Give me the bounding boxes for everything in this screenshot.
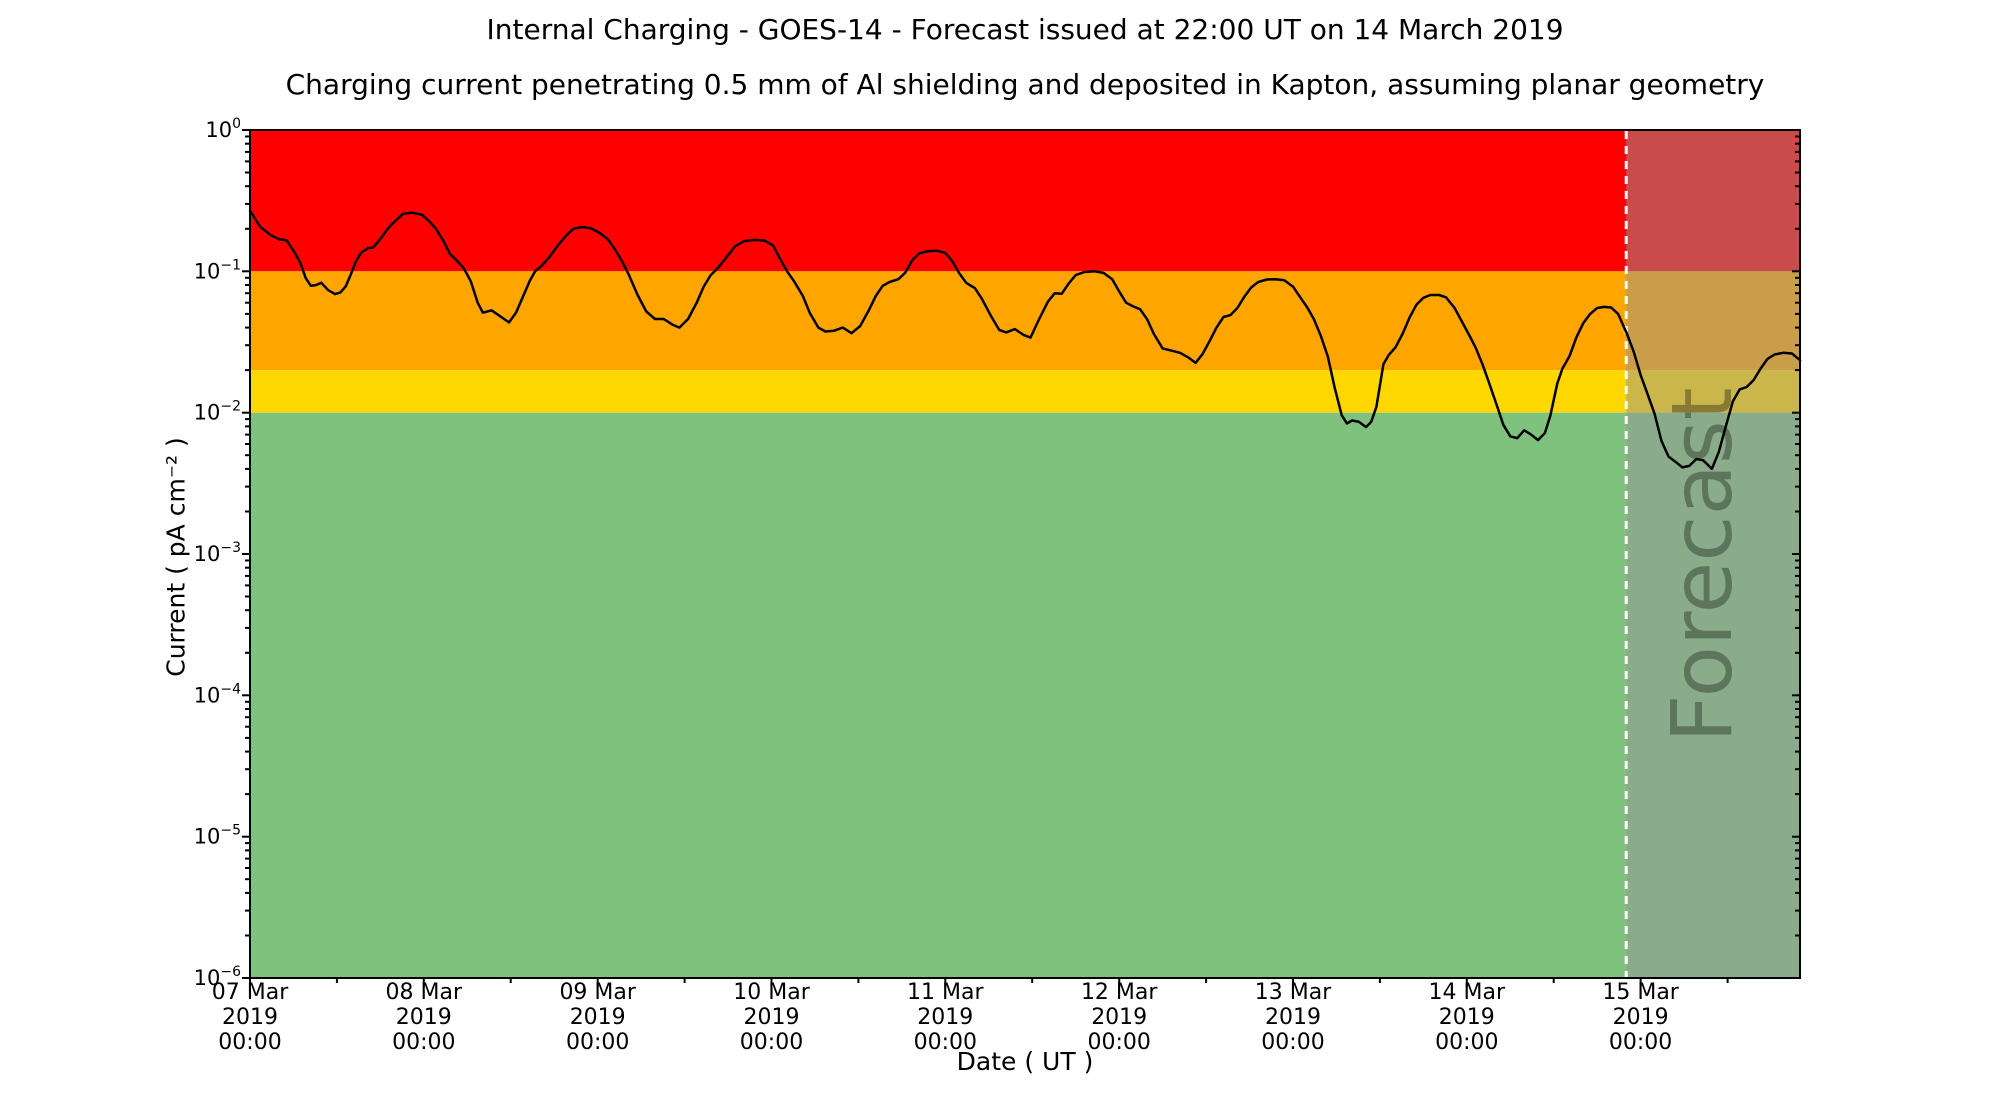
x-tick-label: 10 Mar 2019 00:00 <box>733 980 810 1055</box>
plot-border <box>249 129 1801 979</box>
threshold-bands <box>250 130 1800 978</box>
y-tick-label: 10−1 <box>194 257 241 283</box>
x-tick-label: 13 Mar 2019 00:00 <box>1255 980 1332 1055</box>
y-tick-label: 10−4 <box>194 681 241 707</box>
y-tick-label: 10−6 <box>194 964 241 990</box>
y-tick-label: 10−5 <box>194 823 241 849</box>
band-green <box>250 412 1800 978</box>
chart-subtitle: Charging current penetrating 0.5 mm of A… <box>285 68 1765 101</box>
x-tick-label: 11 Mar 2019 00:00 <box>907 980 984 1055</box>
band-red <box>250 130 1800 272</box>
x-tick-label: 07 Mar 2019 00:00 <box>212 980 289 1055</box>
x-axis-label: Date ( UT ) <box>956 1047 1094 1076</box>
x-tick-label: 14 Mar 2019 00:00 <box>1429 980 1506 1055</box>
chart-title: Internal Charging - GOES-14 - Forecast i… <box>486 13 1564 46</box>
x-tick-label: 09 Mar 2019 00:00 <box>559 980 636 1055</box>
band-gold <box>250 370 1800 413</box>
forecast-region <box>1626 130 1800 978</box>
y-tick-label: 10−2 <box>194 399 241 425</box>
y-tick-label: 10−3 <box>194 540 241 566</box>
x-tick-label: 08 Mar 2019 00:00 <box>386 980 463 1055</box>
y-tick-labels: 100 10−1 10−2 10−3 10−4 10−5 10−6 <box>194 116 241 990</box>
x-tick-labels: 07 Mar 2019 00:00 08 Mar 2019 00:00 09 Mar 2019… <box>212 980 1680 1055</box>
data-line <box>248 209 1802 471</box>
forecast-watermark: Forecast <box>1653 387 1751 742</box>
x-tick-label: 15 Mar 2019 00:00 <box>1602 980 1679 1055</box>
x-tick-label: 12 Mar 2019 00:00 <box>1081 980 1158 1055</box>
y-tick-label: 100 <box>205 116 241 142</box>
band-orange <box>250 271 1800 371</box>
